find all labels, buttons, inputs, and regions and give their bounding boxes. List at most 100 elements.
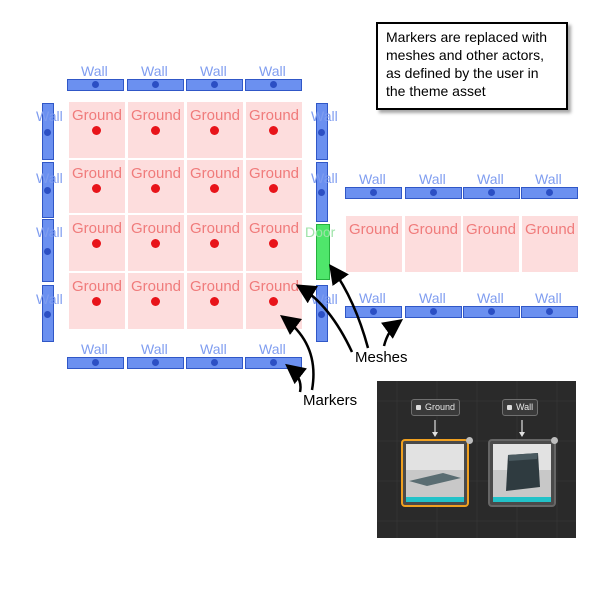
ground-label: Ground: [248, 278, 300, 295]
ground-cell: Ground: [187, 160, 243, 213]
wall-segment: [345, 187, 402, 199]
wall-marker: [152, 359, 159, 366]
wall-marker: [44, 129, 51, 136]
wall-marker: [211, 359, 218, 366]
wall-marker: [546, 308, 553, 315]
wall-segment: [67, 79, 124, 91]
node-icon: [507, 405, 512, 410]
wall-marker: [370, 308, 377, 315]
wall-segment: [186, 79, 243, 91]
wall-marker: [92, 359, 99, 366]
wall-segment: [127, 79, 184, 91]
ground-marker: [269, 184, 278, 193]
wall-segment: [67, 357, 124, 369]
ground-label: Ground: [524, 221, 576, 238]
ground-cell: Ground: [69, 102, 125, 158]
wall-marker: [318, 129, 325, 136]
ground-cell: Ground: [346, 216, 402, 272]
wall-label: Wall: [259, 341, 286, 357]
wall-segment: [186, 357, 243, 369]
ground-cell: Ground: [405, 216, 461, 272]
ground-label: Ground: [130, 220, 182, 237]
wall-marker: [270, 81, 277, 88]
wall-marker: [318, 311, 325, 318]
ground-cell: Ground: [246, 215, 302, 271]
wall-segment: [42, 162, 54, 218]
theme-editor-panel: Ground Wall: [377, 381, 576, 538]
wall-label: Wall: [477, 171, 504, 187]
door-label: Door: [305, 224, 336, 240]
ground-marker: [92, 239, 101, 248]
ground-marker: [151, 239, 160, 248]
ground-marker: [210, 184, 219, 193]
markers-arrow-ground: [280, 314, 315, 391]
wall-marker: [152, 81, 159, 88]
wall-segment: [521, 187, 578, 199]
ground-cell: Ground: [69, 215, 125, 271]
ground-cell: Ground: [246, 160, 302, 213]
ground-label: Ground: [130, 165, 182, 182]
wall-segment: [521, 306, 578, 318]
ground-node-pin[interactable]: [466, 437, 473, 444]
ground-cell: Ground: [187, 273, 243, 329]
ground-label: Ground: [130, 107, 182, 124]
ground-marker: [269, 239, 278, 248]
wall-label: Wall: [200, 341, 227, 357]
explanation-note: Markers are replaced with meshes and oth…: [376, 22, 568, 110]
ground-cell: Ground: [128, 273, 184, 329]
wall-marker: [44, 311, 51, 318]
wall-segment: [316, 103, 328, 160]
wall-marker: [211, 81, 218, 88]
ground-label: Ground: [465, 221, 517, 238]
ground-label: Ground: [248, 220, 300, 237]
wall-segment: [345, 306, 402, 318]
ground-marker: [92, 184, 101, 193]
ground-label: Ground: [189, 165, 241, 182]
ground-cell: Ground: [128, 160, 184, 213]
ground-cell: Ground: [69, 273, 125, 329]
ground-marker: [269, 297, 278, 306]
wall-label: Wall: [359, 290, 386, 306]
ground-mesh-preview: [406, 444, 464, 502]
wall-label: Wall: [419, 290, 446, 306]
wall-marker: [430, 189, 437, 196]
ground-marker-node-label: Ground: [425, 402, 456, 412]
wall-label: Wall: [36, 108, 63, 124]
ground-label: Ground: [71, 278, 123, 295]
wall-label: Wall: [311, 108, 338, 124]
markers-arrow-wall: [285, 363, 307, 393]
wall-label: Wall: [419, 171, 446, 187]
wall-marker: [318, 189, 325, 196]
ground-marker: [210, 297, 219, 306]
ground-cell: Ground: [246, 102, 302, 158]
wall-segment: [42, 103, 54, 160]
wall-marker-node-label: Wall: [516, 402, 534, 412]
node-icon: [416, 405, 421, 410]
wall-label: Wall: [81, 341, 108, 357]
ground-marker-node[interactable]: Ground: [411, 399, 461, 416]
wall-marker: [270, 359, 277, 366]
ground-label: Ground: [189, 278, 241, 295]
wall-marker: [430, 308, 437, 315]
ground-cell: Ground: [463, 216, 519, 272]
wall-label: Wall: [36, 224, 63, 240]
ground-cell: Ground: [187, 102, 243, 158]
wall-label: Wall: [311, 170, 338, 186]
ground-cell: Ground: [187, 215, 243, 271]
wall-segment: [405, 187, 462, 199]
wall-segment: [463, 306, 520, 318]
wall-label: Wall: [477, 290, 504, 306]
ground-label: Ground: [248, 107, 300, 124]
wall-segment: [463, 187, 520, 199]
ground-marker: [210, 126, 219, 135]
wall-marker-node[interactable]: Wall: [502, 399, 539, 416]
wall-label: Wall: [359, 171, 386, 187]
wall-node-pin[interactable]: [551, 437, 558, 444]
meshes-arrow-door: [329, 263, 370, 349]
ground-marker: [269, 126, 278, 135]
wall-marker: [44, 248, 51, 255]
ground-mesh-node[interactable]: [401, 439, 469, 507]
wall-mesh-node[interactable]: [488, 439, 556, 507]
wall-segment: [42, 285, 54, 342]
